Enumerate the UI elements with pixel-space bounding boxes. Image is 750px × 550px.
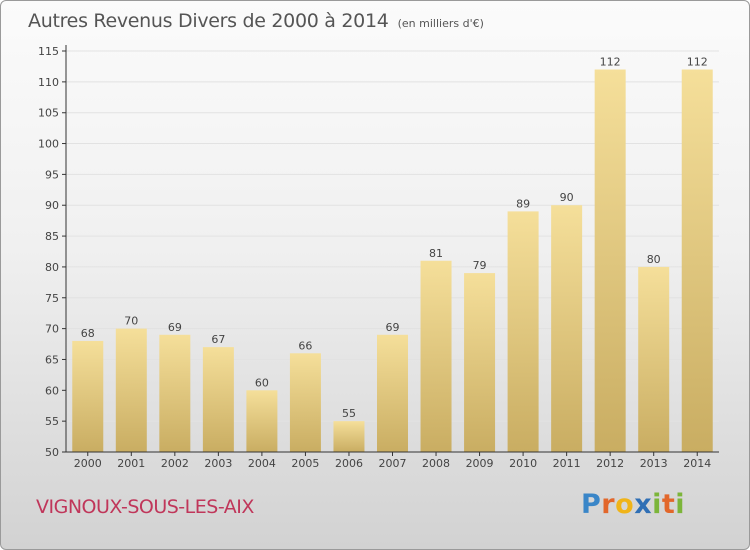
bar: [377, 334, 408, 452]
bar-value-label: 112: [600, 56, 621, 69]
bar-value-label: 69: [386, 321, 400, 334]
y-tick-label: 85: [45, 230, 59, 243]
y-tick-label: 50: [45, 446, 59, 459]
bar: [72, 340, 104, 452]
x-tick-label: 2007: [379, 457, 407, 470]
bar-value-label: 89: [516, 197, 530, 210]
y-tick-label: 105: [38, 107, 59, 120]
y-tick-label: 55: [45, 415, 59, 428]
x-tick-label: 2009: [466, 457, 494, 470]
y-tick-label: 80: [45, 261, 59, 274]
bar: [420, 260, 452, 452]
x-tick-label: 2011: [553, 457, 581, 470]
x-tick-label: 2002: [161, 457, 189, 470]
x-tick-label: 2010: [509, 457, 537, 470]
x-tick-label: 2008: [422, 457, 450, 470]
bar: [594, 69, 626, 452]
bar-value-label: 66: [298, 339, 312, 352]
y-tick-label: 95: [45, 168, 59, 181]
x-tick-label: 2014: [683, 457, 711, 470]
bar: [464, 273, 496, 452]
bar: [507, 211, 539, 452]
bar-value-label: 79: [473, 259, 487, 272]
y-tick-label: 110: [38, 76, 59, 89]
bar: [246, 390, 278, 452]
bar: [551, 205, 583, 452]
y-tick-label: 70: [45, 323, 59, 336]
bar: [333, 421, 365, 452]
bar-value-label: 67: [211, 333, 225, 346]
bar: [202, 347, 234, 452]
x-tick-label: 2003: [204, 457, 232, 470]
chart-title-text: Autres Revenus Divers de 2000 à 2014: [28, 10, 389, 32]
bar-value-label: 90: [560, 191, 574, 204]
x-tick-label: 2012: [596, 457, 624, 470]
y-tick-label: 90: [45, 199, 59, 212]
bar-value-label: 112: [687, 56, 708, 69]
bar-value-label: 81: [429, 247, 443, 260]
y-tick-label: 100: [38, 138, 59, 151]
place-name: VIGNOUX-SOUS-LES-AIX: [36, 496, 254, 518]
bar-value-label: 80: [647, 253, 661, 266]
bar: [115, 328, 147, 452]
bar-value-label: 70: [124, 315, 138, 328]
x-tick-label: 2013: [640, 457, 668, 470]
y-tick-label: 75: [45, 292, 59, 305]
bar-value-label: 60: [255, 376, 269, 389]
chart-title: Autres Revenus Divers de 2000 à 2014 (en…: [28, 10, 484, 32]
x-tick-label: 2006: [335, 457, 363, 470]
x-tick-label: 2005: [291, 457, 319, 470]
bar: [159, 334, 191, 452]
x-tick-label: 2000: [74, 457, 102, 470]
y-tick-label: 65: [45, 353, 59, 366]
bar: [289, 353, 321, 452]
x-tick-label: 2004: [248, 457, 276, 470]
bar-value-label: 69: [168, 321, 182, 334]
chart-unit-text: (en milliers d'€): [397, 17, 484, 30]
bar-value-label: 68: [81, 327, 95, 340]
bar: [638, 266, 670, 452]
y-tick-label: 60: [45, 384, 59, 397]
y-tick-label: 115: [38, 45, 59, 58]
proxiti-logo: Proxiti: [581, 489, 686, 520]
x-tick-label: 2001: [117, 457, 145, 470]
bar-value-label: 55: [342, 407, 356, 420]
bar: [681, 69, 713, 452]
